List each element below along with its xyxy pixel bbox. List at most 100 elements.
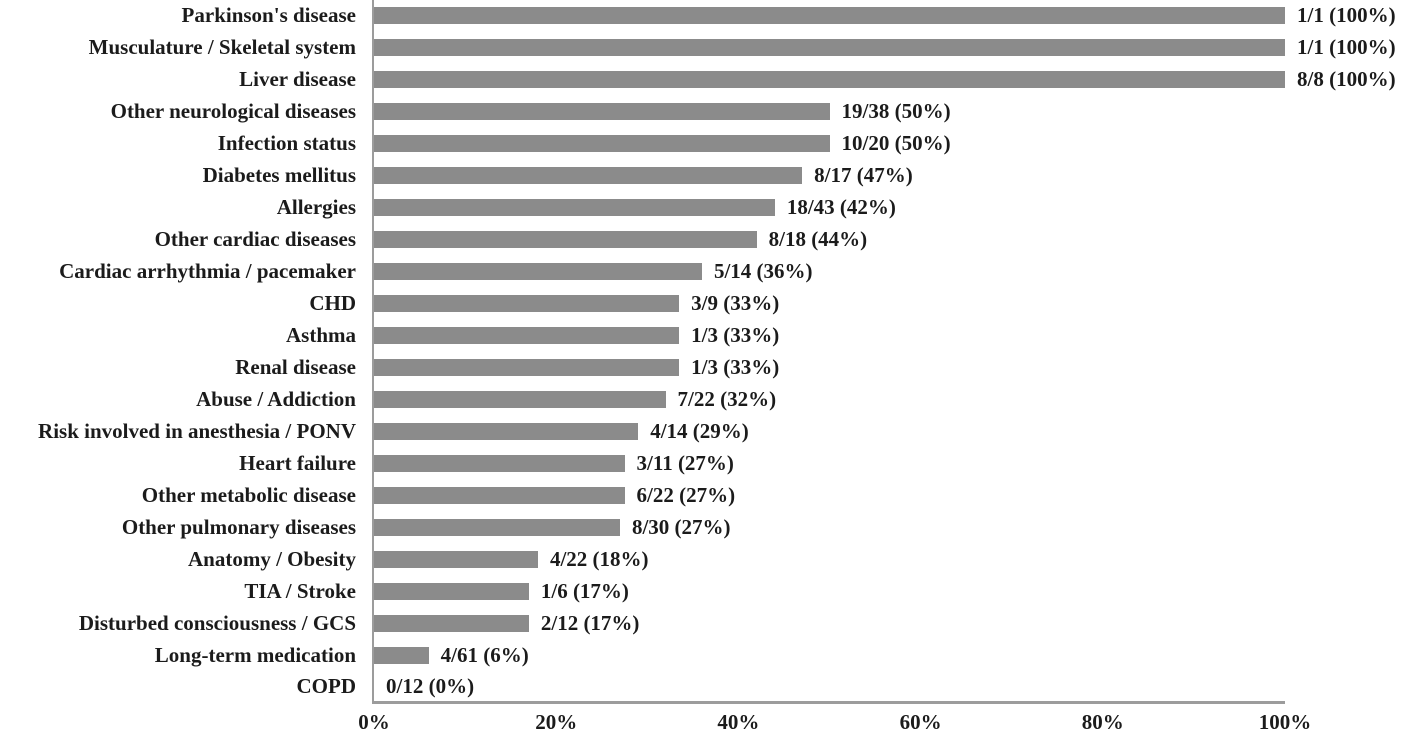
table-row: COPD 0/12 (0%) [0, 671, 1418, 703]
bar [374, 422, 639, 440]
bar [374, 646, 429, 664]
row-plot-area: 8/8 (100%) [372, 63, 1396, 96]
row-plot-area: 8/17 (47%) [372, 159, 1285, 192]
x-tick-label: 0% [358, 710, 390, 734]
bar [374, 295, 680, 313]
bar [374, 454, 625, 472]
row-plot-area: 19/38 (50%) [372, 95, 1285, 128]
category-label: Abuse / Addiction [196, 386, 356, 411]
category-label: Parkinson's disease [181, 3, 356, 28]
bar [374, 390, 666, 408]
value-label: 8/8 (100%) [1297, 67, 1396, 92]
table-row: Cardiac arrhythmia / pacemaker 5/14 (36%… [0, 255, 1418, 288]
bar [374, 135, 830, 153]
table-row: Musculature / Skeletal system 1/1 (100%) [0, 31, 1418, 64]
row-plot-area: 1/6 (17%) [372, 575, 1285, 608]
table-row: Allergies 18/43 (42%) [0, 191, 1418, 224]
value-label: 19/38 (50%) [841, 99, 951, 124]
table-row: Other neurological diseases 19/38 (50%) [0, 95, 1418, 128]
bar [374, 327, 680, 344]
value-label: 4/14 (29%) [650, 418, 749, 443]
row-plot-area: 10/20 (50%) [372, 127, 1285, 160]
row-plot-area: 5/14 (36%) [372, 255, 1285, 288]
bar [374, 39, 1285, 57]
row-plot-area: 4/14 (29%) [372, 415, 1285, 448]
row-plot-area: 6/22 (27%) [372, 479, 1285, 512]
category-label: Allergies [276, 195, 356, 220]
bar [374, 71, 1285, 89]
value-label: 8/18 (44%) [768, 227, 868, 252]
bar [374, 614, 529, 632]
table-row: Abuse / Addiction 7/22 (32%) [0, 383, 1418, 416]
table-row: Anatomy / Obesity 4/22 (18%) [0, 543, 1418, 576]
x-tick-label: 80% [1081, 710, 1124, 734]
value-label: 8/17 (47%) [814, 163, 913, 188]
category-label: Musculature / Skeletal system [88, 35, 356, 60]
row-plot-area: 1/3 (33%) [372, 319, 1285, 352]
bar [374, 550, 538, 568]
bar [374, 103, 830, 121]
bar [374, 263, 702, 281]
x-tick-label: 20% [535, 710, 578, 734]
table-row: Heart failure 3/11 (27%) [0, 447, 1418, 480]
row-plot-area: 3/11 (27%) [372, 447, 1285, 480]
category-label: Anatomy / Obesity [188, 546, 356, 571]
category-label: Other neurological diseases [110, 99, 356, 124]
category-label: Cardiac arrhythmia / pacemaker [59, 259, 356, 284]
row-plot-area: 4/61 (6%) [372, 639, 1285, 672]
value-label: 1/3 (33%) [691, 323, 780, 347]
bar [374, 486, 625, 504]
category-label: Disturbed consciousness / GCS [78, 610, 356, 635]
bar [374, 358, 680, 376]
category-label: Other cardiac diseases [154, 227, 356, 252]
table-row: CHD 3/9 (33%) [0, 287, 1418, 320]
row-plot-area: 1/1 (100%) [372, 0, 1396, 32]
table-row: Risk involved in anesthesia / PONV 4/14 … [0, 415, 1418, 448]
x-axis-line [372, 701, 1285, 704]
row-plot-area: 0/12 (0%) [372, 671, 1285, 703]
value-label: 5/14 (36%) [713, 259, 813, 284]
value-label: 4/61 (6%) [440, 642, 529, 667]
table-row: TIA / Stroke 1/6 (17%) [0, 575, 1418, 608]
table-row: Other cardiac diseases 8/18 (44%) [0, 223, 1418, 256]
table-row: Diabetes mellitus 8/17 (47%) [0, 159, 1418, 192]
value-label: 0/12 (0%) [386, 674, 475, 699]
bar [374, 231, 757, 249]
category-label: COPD [296, 674, 357, 699]
bar [374, 582, 529, 600]
category-label: Other metabolic disease [141, 482, 356, 507]
category-label: Heart failure [239, 450, 356, 475]
row-plot-area: 8/30 (27%) [372, 511, 1285, 544]
table-row: Long-term medication 4/61 (6%) [0, 639, 1418, 672]
table-row: Parkinson's disease 1/1 (100%) [0, 0, 1418, 32]
row-plot-area: 18/43 (42%) [372, 191, 1285, 224]
value-label: 3/9 (33%) [691, 291, 780, 316]
row-plot-area: 3/9 (33%) [372, 287, 1285, 320]
category-label: CHD [309, 291, 356, 316]
category-label: Long-term medication [154, 642, 356, 667]
row-plot-area: 1/1 (100%) [372, 31, 1396, 64]
table-row: Renal disease 1/3 (33%) [0, 351, 1418, 384]
value-label: 6/22 (27%) [636, 482, 736, 507]
row-plot-area: 7/22 (32%) [372, 383, 1285, 416]
value-label: 8/30 (27%) [631, 514, 731, 539]
value-label: 7/22 (32%) [677, 386, 777, 411]
category-label: Risk involved in anesthesia / PONV [38, 418, 356, 443]
value-label: 4/22 (18%) [549, 546, 649, 571]
category-label: Renal disease [235, 354, 356, 379]
value-label: 1/1 (100%) [1297, 3, 1396, 28]
table-row: Infection status 10/20 (50%) [0, 127, 1418, 160]
bar [374, 199, 775, 217]
table-row: Liver disease 8/8 (100%) [0, 63, 1418, 96]
value-label: 10/20 (50%) [841, 131, 951, 156]
category-label: Asthma [285, 323, 356, 347]
x-tick-label: 60% [899, 710, 942, 734]
category-label: Diabetes mellitus [202, 163, 356, 188]
table-row: Disturbed consciousness / GCS 2/12 (17%) [0, 607, 1418, 640]
value-label: 2/12 (17%) [540, 610, 640, 635]
value-label: 18/43 (42%) [786, 195, 896, 220]
table-row: Other metabolic disease 6/22 (27%) [0, 479, 1418, 512]
x-tick-label: 100% [1258, 710, 1312, 734]
row-plot-area: 2/12 (17%) [372, 607, 1285, 640]
row-plot-area: 1/3 (33%) [372, 351, 1285, 384]
